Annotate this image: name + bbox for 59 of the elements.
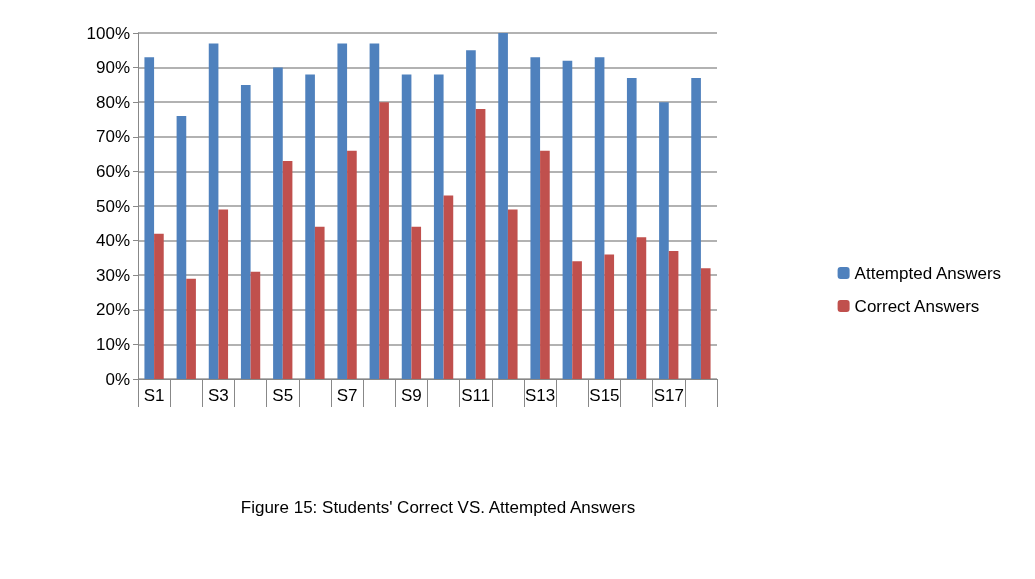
bar [691, 77, 701, 379]
bar [411, 226, 422, 379]
y-tick-label: 0% [105, 369, 130, 389]
bar [626, 77, 637, 379]
bar [208, 43, 219, 379]
bar [594, 57, 605, 379]
bar [240, 84, 251, 379]
bar [540, 150, 550, 379]
y-tick-label: 60% [95, 161, 130, 181]
x-tick-label: S15 [589, 386, 620, 405]
legend-label: Correct Answers [854, 296, 980, 316]
bar [176, 116, 187, 379]
bar [186, 278, 196, 379]
bar [700, 268, 711, 379]
bar [401, 74, 412, 379]
bar [369, 43, 380, 379]
y-tick-label: 20% [95, 300, 130, 320]
bar [659, 102, 669, 379]
bar [572, 261, 582, 379]
bar [273, 67, 283, 379]
bar [466, 50, 476, 379]
bar [433, 74, 444, 379]
x-tick-label: S17 [653, 386, 684, 405]
text: Figure 15: Students' Correct VS. Attempted Answers [240, 497, 636, 517]
x-tick-label: S7 [336, 386, 358, 405]
x-tick-label: S1 [143, 386, 165, 405]
x-tick-label: S11 [461, 386, 491, 405]
bar [668, 250, 679, 379]
bar [337, 43, 348, 379]
bar [144, 57, 155, 379]
x-tick-label: S13 [524, 386, 556, 405]
bar [562, 60, 573, 379]
x-tick-label: S9 [401, 386, 422, 405]
bar [154, 233, 164, 379]
bar [250, 271, 261, 379]
bar [443, 195, 454, 379]
y-tick-label: 30% [95, 265, 130, 285]
bar [530, 57, 541, 379]
y-tick-label: 10% [95, 334, 130, 354]
y-tick-label: 70% [95, 127, 130, 147]
x-tick-label: S5 [272, 386, 294, 405]
y-tick-label: 80% [95, 92, 130, 112]
y-tick-label: 40% [95, 231, 130, 251]
bar [604, 254, 615, 379]
bar [347, 150, 357, 379]
y-tick-label: 50% [95, 196, 130, 216]
bar [305, 74, 315, 379]
y-tick-label: 100% [86, 23, 130, 43]
bar [218, 209, 229, 379]
bar [498, 33, 508, 379]
bar [475, 109, 486, 379]
y-tick-label: 90% [95, 58, 130, 78]
bar [379, 102, 389, 379]
x-tick-label: S3 [208, 386, 229, 405]
bar [507, 209, 518, 379]
bar [282, 161, 293, 379]
legend-label: Attempted Answers [854, 263, 1002, 283]
bar [314, 226, 325, 379]
bar [636, 237, 647, 379]
